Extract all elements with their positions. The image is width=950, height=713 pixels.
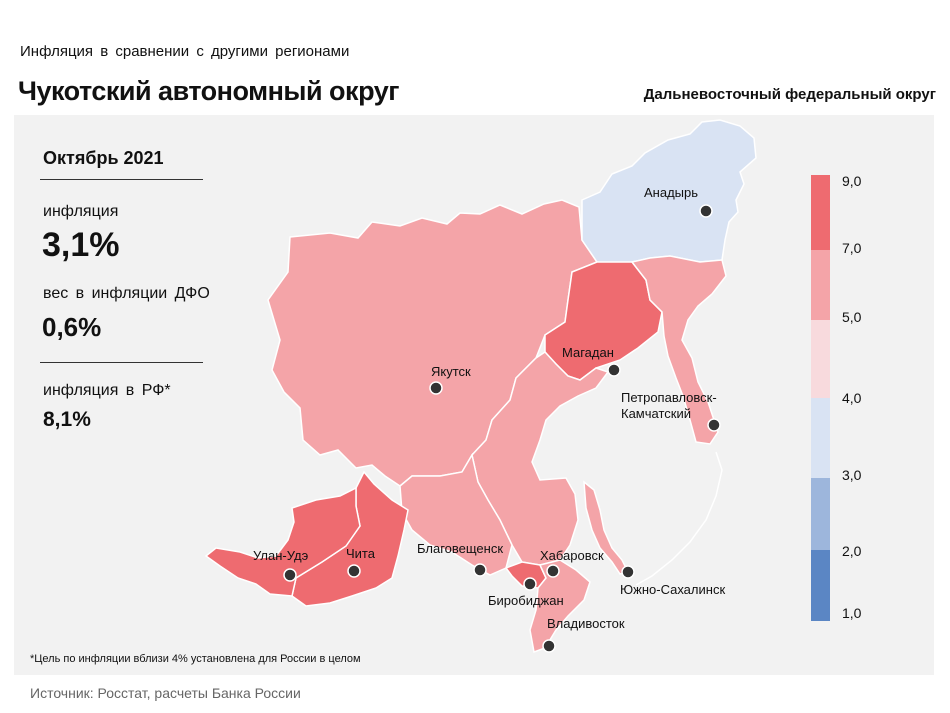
legend-bin-3-4 <box>811 398 830 478</box>
kuril-islands <box>635 451 723 586</box>
legend-tick-9: 9,0 <box>842 173 862 189</box>
city-anadyr: Анадырь <box>644 185 713 218</box>
svg-text:Благовещенск: Благовещенск <box>417 541 503 556</box>
legend-bin-2-3 <box>811 478 830 550</box>
svg-text:Хабаровск: Хабаровск <box>540 548 604 563</box>
svg-text:Магадан: Магадан <box>562 345 614 360</box>
russia-inflation-value: 8,1% <box>43 408 91 431</box>
inflation-label: инфляция <box>43 203 119 220</box>
weight-label: вес в инфляции ДФО <box>43 285 210 302</box>
svg-text:Камчатский: Камчатский <box>621 406 691 421</box>
city-vladivostok: Владивосток <box>542 616 625 653</box>
region-primorye <box>529 559 591 654</box>
divider-bottom <box>40 362 203 363</box>
svg-text:Чита: Чита <box>346 546 376 561</box>
city-yuzhno-sakhalinsk: Южно-Сахалинск <box>620 565 725 597</box>
svg-text:Якутск: Якутск <box>431 364 471 379</box>
legend-bin-1-2 <box>811 550 830 621</box>
city-birobidzhan: Биробиджан <box>488 577 564 608</box>
svg-text:Биробиджан: Биробиджан <box>488 593 564 608</box>
weight-value: 0,6% <box>42 312 102 342</box>
svg-text:Анадырь: Анадырь <box>644 185 698 200</box>
legend-tick-7: 7,0 <box>842 240 862 256</box>
legend-tick-2: 2,0 <box>842 543 862 559</box>
legend-tick-4: 4,0 <box>842 390 862 406</box>
chart-subtitle: Инфляция в сравнении с другими регионами <box>20 43 350 60</box>
region-kamchatka <box>630 255 727 445</box>
city-magadan: Магадан <box>562 345 621 377</box>
inflation-value: 3,1% <box>42 226 120 264</box>
period-label: Октябрь 2021 <box>43 148 164 168</box>
divider-top <box>40 179 203 180</box>
city-khabarovsk: Хабаровск <box>540 548 604 578</box>
legend-bin-7-9 <box>811 175 830 250</box>
svg-text:Южно-Сахалинск: Южно-Сахалинск <box>620 582 725 597</box>
city-yakutsk: Якутск <box>429 364 471 395</box>
legend-tick-1: 1,0 <box>842 605 862 621</box>
legend-bin-4-5 <box>811 320 830 398</box>
svg-text:Владивосток: Владивосток <box>547 616 625 631</box>
city-petropavlovsk: Петропавловск- Камчатский <box>621 390 721 432</box>
legend-bin-5-7 <box>811 250 830 320</box>
region-title: Чукотский автономный округ <box>18 76 399 106</box>
legend-tick-5: 5,0 <box>842 309 862 325</box>
russia-inflation-label: инфляция в РФ* <box>43 382 171 399</box>
svg-text:Улан-Удэ: Улан-Удэ <box>253 548 309 563</box>
color-legend: 1,0 2,0 3,0 4,0 5,0 7,0 9,0 <box>811 173 862 621</box>
source-note: Источник: Росстат, расчеты Банка России <box>30 685 301 701</box>
city-chita: Чита <box>346 546 376 578</box>
region-buryatia <box>204 486 361 597</box>
city-blagoveshchensk: Благовещенск <box>417 541 503 577</box>
district-title: Дальневосточный федеральный округ <box>643 86 936 103</box>
svg-text:Петропавловск-: Петропавловск- <box>621 390 717 405</box>
legend-tick-3: 3,0 <box>842 467 862 483</box>
city-ulan-ude: Улан-Удэ <box>253 548 309 582</box>
footnote: *Цель по инфляции вблизи 4% установлена … <box>30 653 361 665</box>
